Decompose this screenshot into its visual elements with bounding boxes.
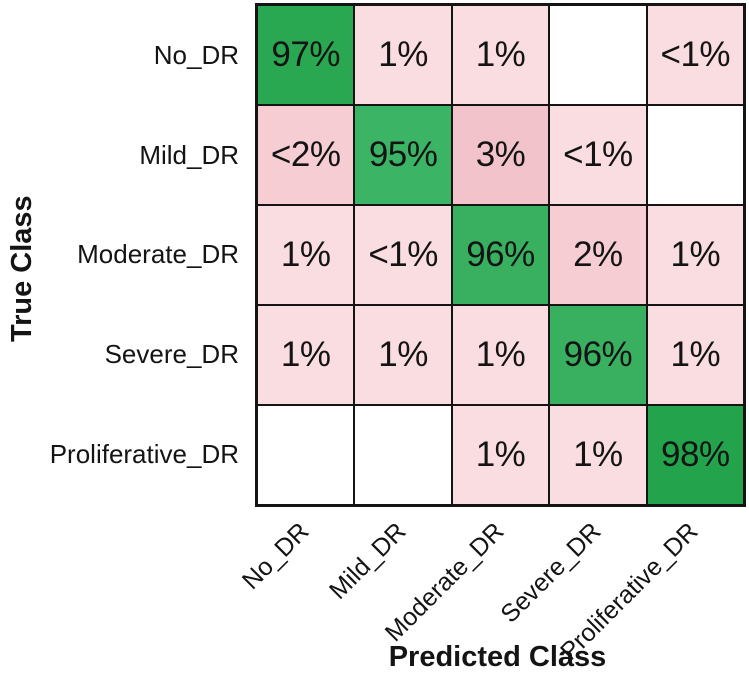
matrix-cell (355, 406, 451, 504)
matrix-cell: 1% (452, 6, 549, 104)
matrix-cell: <2% (258, 106, 354, 204)
matrix-cell: 2% (550, 206, 646, 304)
matrix-cell: 1% (258, 306, 354, 404)
matrix-cell: 95% (355, 106, 451, 204)
x-axis-title: Predicted Class (388, 641, 607, 673)
matrix-cell: 96% (452, 206, 549, 304)
x-tick-labels: No_DR Mild_DR Moderate_DR Severe_DR Prolifer… (0, 505, 749, 666)
matrix-cell: <1% (355, 206, 451, 304)
matrix-cell: 1% (452, 306, 549, 404)
matrix-grid: 97% 1% 1% <1% <2% 95% 3% <1% 1% <1% 96% 2% 1% 1% 1% 1% 9… (255, 3, 746, 507)
matrix-cell: 1% (355, 306, 451, 404)
matrix-cell (647, 106, 743, 204)
matrix-cell: <1% (550, 106, 646, 204)
y-tick-label: Mild_DR (139, 139, 239, 170)
matrix-cell (258, 406, 354, 504)
y-tick-label: No_DR (153, 40, 239, 71)
matrix-cell: 1% (355, 6, 451, 104)
matrix-cell: 98% (647, 406, 743, 504)
y-tick-labels: No_DR Mild_DR Moderate_DR Severe_DR Prolifer… (0, 6, 246, 504)
matrix-cell: 97% (258, 6, 354, 104)
matrix-cell: <1% (647, 6, 743, 104)
matrix-cell: 1% (258, 206, 354, 304)
matrix-cell: 1% (452, 406, 549, 504)
matrix-cell: 3% (452, 106, 549, 204)
y-tick-label: Severe_DR (104, 339, 239, 370)
y-tick-label: Proliferative_DR (49, 438, 239, 469)
matrix-cell: 1% (550, 406, 646, 504)
matrix-cell: 96% (550, 306, 646, 404)
y-tick-label: Moderate_DR (77, 239, 239, 270)
matrix-cell: 1% (647, 306, 743, 404)
matrix-cell: 1% (647, 206, 743, 304)
matrix-cell (550, 6, 646, 104)
